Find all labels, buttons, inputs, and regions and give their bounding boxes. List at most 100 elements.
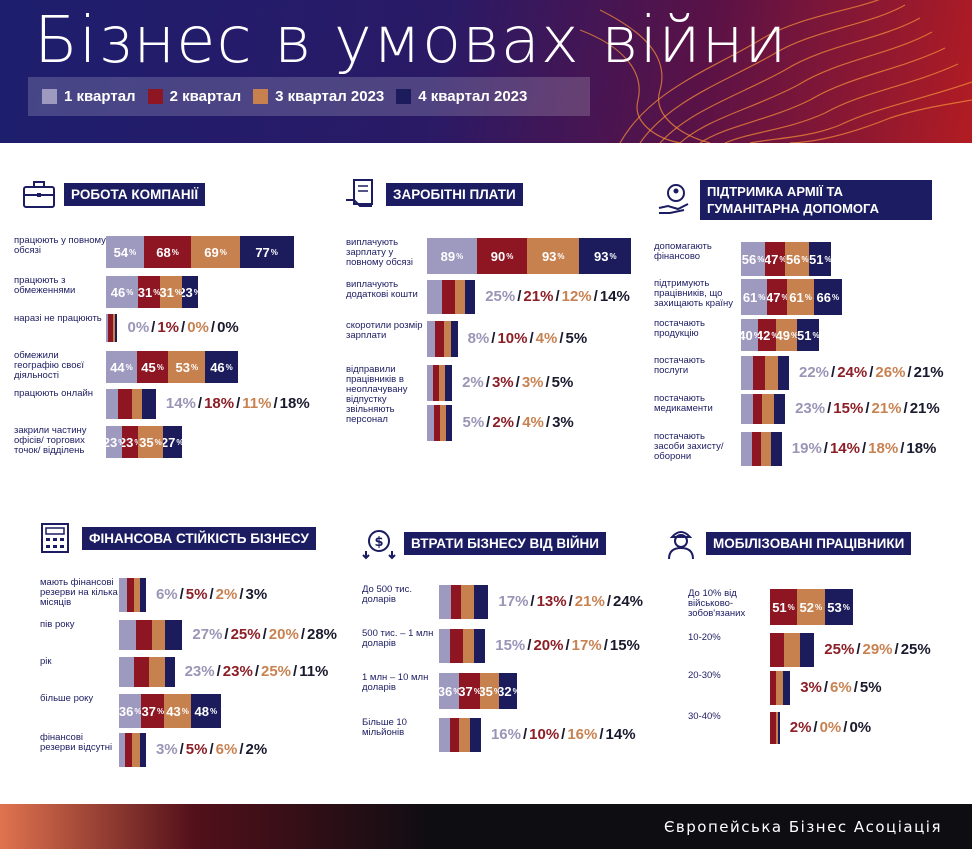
finansy-bar-4 xyxy=(119,733,146,767)
robota-seg-pct-3-q3: % xyxy=(191,362,199,372)
vtraty-value-1-q2: 20% xyxy=(533,637,564,654)
vtraty-label-2: 1 млн – 10 млн доларів xyxy=(362,672,429,693)
section-title-armiya-block: ПІДТРИМКА АРМІЇ ТА ГУМАНІТАРНА ДОПОМОГА xyxy=(700,180,932,220)
finansy-row-1: пів року 27%/25%/20%/28% xyxy=(0,620,972,650)
armiya-seg-4-q4 xyxy=(773,394,786,424)
finansy-value-1-q3: 20% xyxy=(268,626,299,643)
legend-swatch-q4 xyxy=(396,89,412,104)
robota-bar-3: 44% 45% 53% 46% xyxy=(106,351,238,383)
robota-seg-pct-1-q4: % xyxy=(194,288,198,297)
armiya-seg-pct-2-q1: % xyxy=(754,331,758,340)
finansy-values-2: 23%/23%/25%/11% xyxy=(185,663,329,680)
robota-seg-label-0-q3: 69 xyxy=(204,244,219,260)
robota-label-3: обмежили географію своєї діяльності xyxy=(14,350,85,381)
zarplaty-sep-1-2: / xyxy=(555,288,560,305)
zarplaty-seg-pct-0-q4: % xyxy=(609,251,617,261)
mobilizovani-seg-label-0-q4: 53 xyxy=(827,599,842,615)
mobilizovani-value-1-q3: 29% xyxy=(862,641,893,658)
zarplaty-seg-1-q3 xyxy=(455,280,465,314)
vtraty-row-2: 1 млн – 10 млн доларів 36%37%35%32% xyxy=(0,673,972,709)
robota-label-2: наразі не працюють xyxy=(14,313,102,324)
legend-swatch-q1 xyxy=(42,89,57,104)
armiya-row-3: постачають послуги 22%/24%/26%/21% xyxy=(0,356,972,390)
robota-value-2-q1: 0% xyxy=(127,319,150,336)
vtraty-row-0: До 500 тис. доларів 17%/13%/21%/24% xyxy=(0,585,972,619)
mobilizovani-row-0: До 10% від військово- зобов'язаних 51% 52%… xyxy=(0,589,972,625)
vtraty-row-1: 500 тис. – 1 млн доларів 15%/20%/17%/15% xyxy=(0,629,972,663)
zarplaty-values-3: 2%/3%/3%/5% xyxy=(462,374,573,391)
zarplaty-seg-3-q4 xyxy=(445,365,453,401)
robota-seg-pct-5-q4: % xyxy=(176,438,181,447)
finansy-row-3: більше року 36% 37% 43% 48% xyxy=(0,694,972,728)
vtraty-seg-3-q1 xyxy=(439,718,451,752)
mobilizovani-seg-label-0-q3: 52 xyxy=(799,599,814,615)
armiya-seg-2-q3: 49% xyxy=(776,319,798,351)
robota-value-4-q1: 14% xyxy=(165,395,196,412)
armiya-seg-label-2-q4: 51 xyxy=(797,327,812,343)
vtraty-seg-2-q3: 35% xyxy=(479,673,500,709)
armiya-seg-0-q1: 56% xyxy=(741,242,766,276)
vtraty-value-3-q3: 16% xyxy=(567,726,598,743)
mobilizovani-seg-pct-0-q3: % xyxy=(814,602,823,612)
armiya-seg-5-q3 xyxy=(760,432,772,466)
finansy-seg-label-3-q3: 43 xyxy=(166,703,181,719)
finansy-seg-pct-3-q4: % xyxy=(209,706,218,716)
finansy-sep-1-1: / xyxy=(224,626,229,643)
zarplaty-value-2-q1: 8% xyxy=(467,330,490,347)
armiya-seg-pct-2-q2: % xyxy=(771,331,776,340)
legend-swatch-q2 xyxy=(147,89,163,104)
robota-row-0: працюють у повному обсязі 54% 68% 69% 77% xyxy=(0,236,972,268)
mobilizovani-bar-0: 51% 52% 53% xyxy=(770,589,853,625)
finansy-seg-pct-3-q2: % xyxy=(156,706,165,716)
armiya-sep-5-1: / xyxy=(823,440,828,457)
zarplaty-row-0: виплачують зарплату у повному обсязі 89% 9… xyxy=(0,238,972,274)
armiya-seg-1-q2: 47% xyxy=(767,279,788,315)
vtraty-values-0: 17%/13%/21%/24% xyxy=(498,593,643,610)
robota-value-4-q3: 11% xyxy=(242,395,272,412)
mobilizovani-seg-label-0-q2: 51 xyxy=(772,599,787,615)
zarplaty-values-4: 5%/2%/4%/3% xyxy=(462,414,573,431)
helping-hand-icon xyxy=(658,184,689,214)
zarplaty-seg-3-q3 xyxy=(438,365,446,401)
finansy-label-4: фінансові резерви відсутні xyxy=(40,732,113,753)
zarplaty-seg-3-q1 xyxy=(427,365,433,401)
robota-seg-pct-3-q4: % xyxy=(225,362,233,372)
armiya-seg-label-1-q1: 61 xyxy=(742,289,758,305)
vtraty-value-3-q2: 10% xyxy=(529,726,560,743)
robota-seg-2-q2 xyxy=(108,314,114,342)
finansy-value-4-q1: 3% xyxy=(155,741,178,758)
robota-seg-2-q4 xyxy=(115,314,118,342)
vtraty-bar-2: 36%37%35%32% xyxy=(439,673,518,709)
robota-seg-label-5-q3: 35 xyxy=(139,434,154,450)
armiya-seg-4-q1 xyxy=(741,394,753,424)
vtraty-value-0-q4: 24% xyxy=(613,593,644,610)
robota-label-0: працюють у повному обсязі xyxy=(14,235,106,256)
topographic-waves-decoration xyxy=(579,0,972,143)
armiya-seg-label-2-q3: 49 xyxy=(776,327,790,343)
finansy-value-0-q3: 2% xyxy=(215,586,238,603)
finansy-row-4: фінансові резерви відсутні 3%/5%/6%/2% xyxy=(0,733,972,767)
finansy-seg-2-q1 xyxy=(119,657,134,687)
vtraty-label-3: Більше 10 мільйонів xyxy=(362,717,407,738)
robota-seg-2-q3 xyxy=(113,314,116,342)
robota-label-1: працюють з обмеженнями xyxy=(14,275,76,296)
finansy-value-0-q1: 6% xyxy=(155,586,178,603)
briefcase-icon xyxy=(23,181,55,208)
robota-seg-label-3-q1: 44 xyxy=(110,359,125,375)
finansy-value-0-q4: 3% xyxy=(245,586,268,603)
finansy-sep-1-2: / xyxy=(262,626,267,643)
mobilizovani-sep-1-1: / xyxy=(856,641,861,658)
robota-row-5: закрили частину офісів/ торгових точок/ … xyxy=(0,426,972,458)
vtraty-seg-label-2-q3: 35 xyxy=(479,683,493,699)
zarplaty-value-4-q1: 5% xyxy=(462,414,485,431)
zarplaty-seg-2-q4 xyxy=(450,321,458,357)
armiya-seg-1-q3: 61% xyxy=(787,279,814,315)
armiya-seg-pct-1-q2: % xyxy=(782,293,788,302)
vtraty-sep-1-2: / xyxy=(565,637,570,654)
armiya-seg-pct-2-q3: % xyxy=(791,331,797,340)
mobilizovani-seg-1-q4 xyxy=(800,633,815,667)
zarplaty-values-1: 25%/21%/12%/14% xyxy=(485,288,630,305)
armiya-seg-0-q3: 56% xyxy=(785,242,810,276)
armiya-seg-pct-1-q4: % xyxy=(832,292,840,302)
